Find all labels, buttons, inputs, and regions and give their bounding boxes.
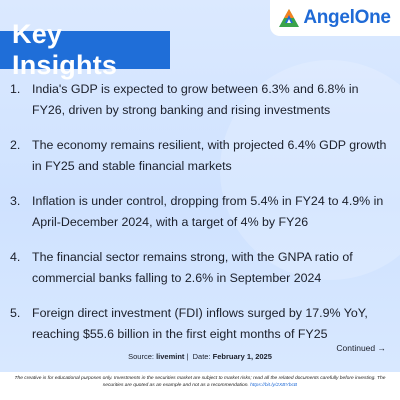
insight-text: India's GDP is expected to grow between … <box>32 82 359 117</box>
insight-number: 4. <box>10 250 21 264</box>
insights-card: AngelOne Key Insights 1. India's GDP is … <box>0 0 400 372</box>
insight-text: Inflation is under control, dropping fro… <box>32 194 384 229</box>
source-label: Source: <box>128 352 154 361</box>
source-value: livemint <box>156 352 185 361</box>
insight-item: 1. India's GDP is expected to grow betwe… <box>10 79 392 135</box>
continued-link[interactable]: Continued → <box>336 343 386 353</box>
date-label: Date: <box>192 352 211 361</box>
disclaimer-link[interactable]: https://bit.ly/2XBYbcB <box>250 382 298 388</box>
source-line: Source: livemint | Date: February 1, 202… <box>0 352 400 361</box>
insight-text: The economy remains resilient, with proj… <box>32 138 387 173</box>
insight-item: 4. The financial sector remains strong, … <box>10 247 392 303</box>
insight-item: 3. Inflation is under control, dropping … <box>10 191 392 247</box>
insight-number: 5. <box>10 306 21 320</box>
insight-number: 3. <box>10 194 21 208</box>
insight-item: 5. Foreign direct investment (FDI) inflo… <box>10 303 392 359</box>
disclaimer-text: The creative is for educational purposes… <box>14 376 386 388</box>
insights-list: 1. India's GDP is expected to grow betwe… <box>10 79 392 359</box>
angelone-logo-icon <box>279 9 300 27</box>
insight-number: 2. <box>10 138 21 152</box>
page-title: Key Insights <box>12 19 118 80</box>
brand-logo[interactable]: AngelOne <box>270 0 400 36</box>
insight-text: The financial sector remains strong, wit… <box>32 250 353 285</box>
date-value: February 1, 2025 <box>212 352 272 361</box>
source-separator: | <box>186 352 191 361</box>
disclaimer: The creative is for educational purposes… <box>8 376 392 389</box>
insight-text: Foreign direct investment (FDI) inflows … <box>32 306 368 341</box>
insight-item: 2. The economy remains resilient, with p… <box>10 135 392 191</box>
insight-number: 1. <box>10 82 21 96</box>
title-banner: Key Insights <box>0 19 170 80</box>
brand-name: AngelOne <box>303 7 391 28</box>
